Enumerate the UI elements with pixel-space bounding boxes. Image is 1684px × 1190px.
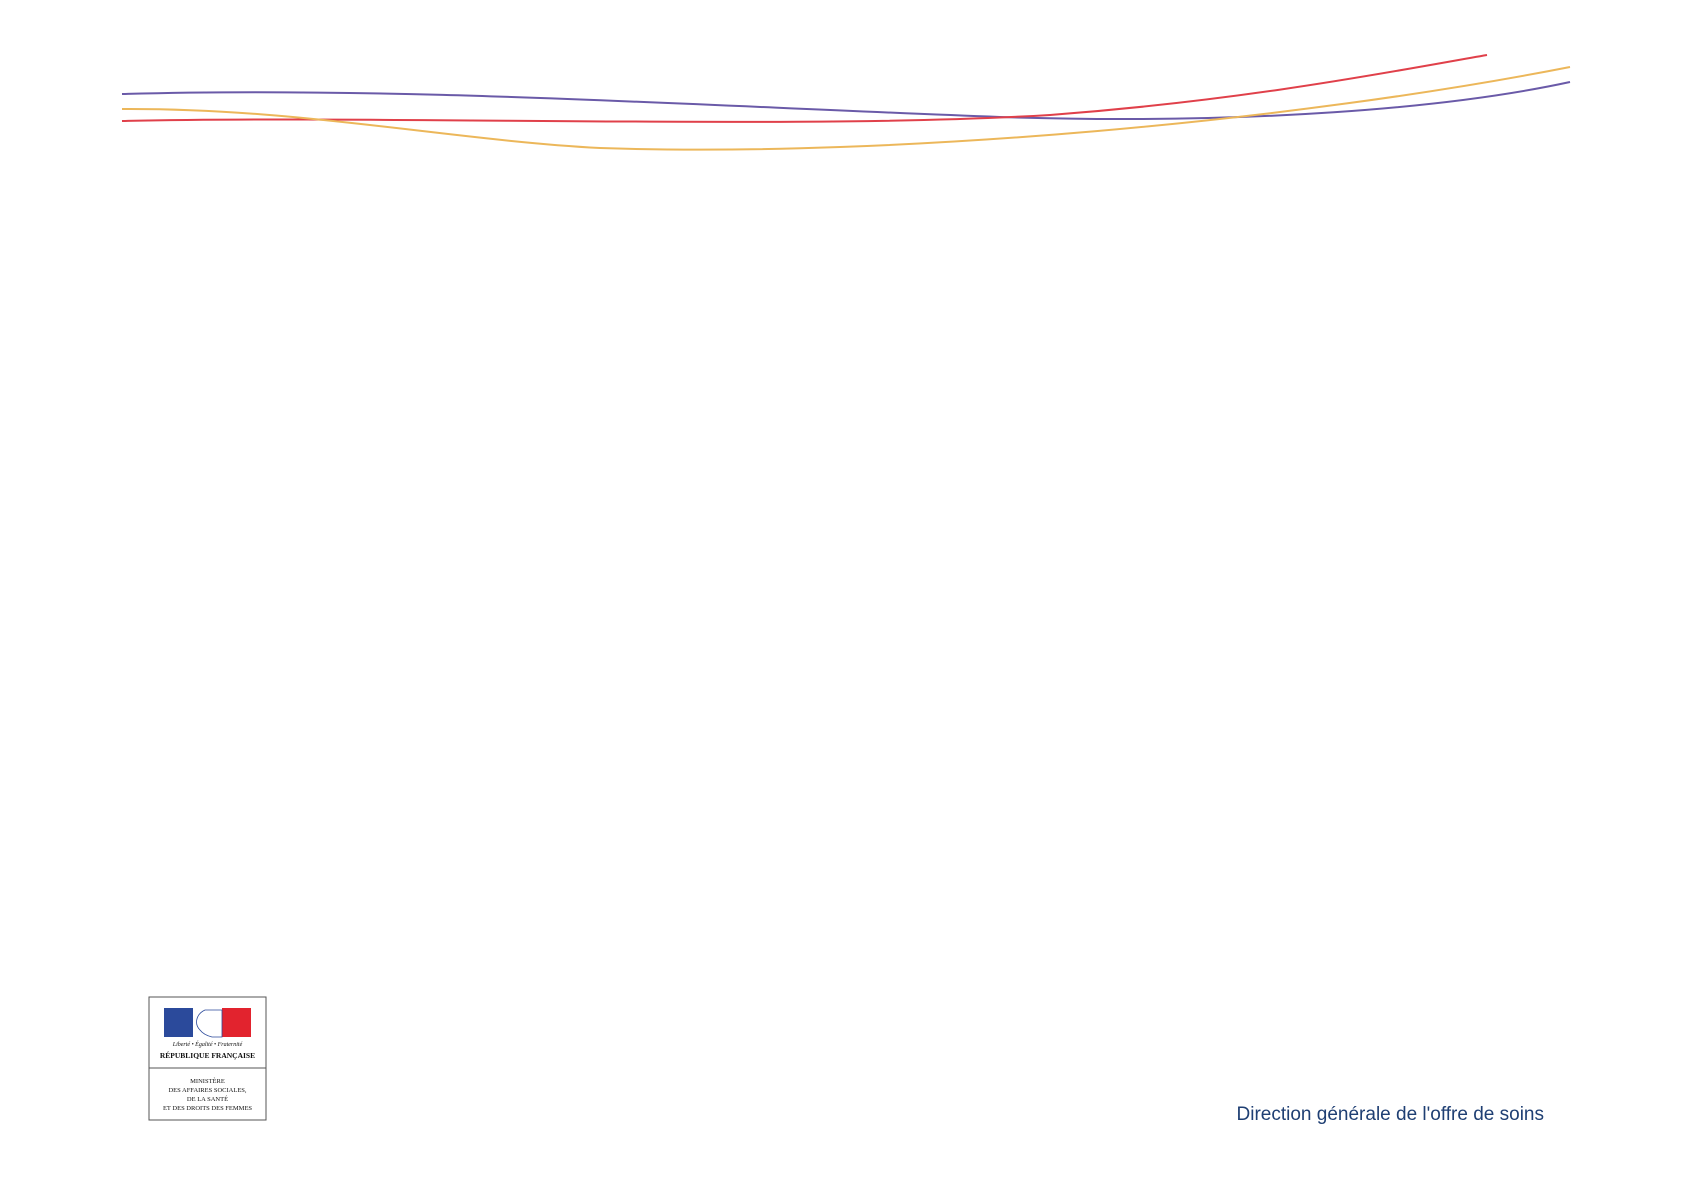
logo: Liberté • Égalité • Fraternité RÉPUBLIQU… — [148, 996, 267, 1121]
flag-blue — [164, 1008, 193, 1037]
purple-wave — [121, 81, 1571, 120]
marianne — [196, 1009, 223, 1038]
motto: Liberté • Égalité • Fraternité — [172, 1040, 243, 1048]
red-wave — [121, 54, 1488, 123]
orange-wave — [121, 66, 1571, 151]
ministry-line: MINISTÈRE — [190, 1077, 225, 1085]
republic: RÉPUBLIQUE FRANÇAISE — [160, 1050, 255, 1060]
flag-red — [222, 1008, 251, 1037]
ministry-line: DES AFFAIRES SOCIALES, — [168, 1087, 246, 1094]
department: Direction générale de l'offre de soins — [1237, 1104, 1544, 1125]
ministry-line: DE LA SANTÉ — [187, 1095, 228, 1103]
ministry-line: ET DES DROITS DES FEMMES — [163, 1105, 252, 1112]
